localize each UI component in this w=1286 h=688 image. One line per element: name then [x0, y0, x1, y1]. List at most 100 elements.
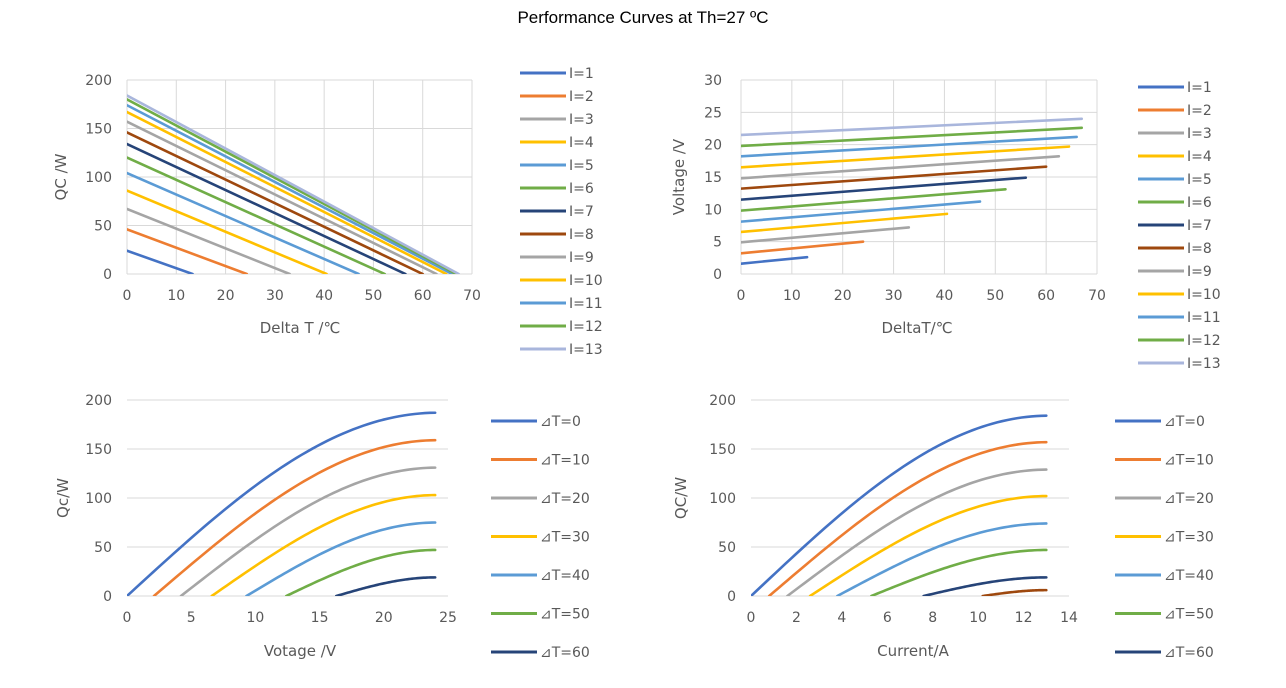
x-axis-title: Votage /V — [264, 642, 337, 660]
legend-entry: I=2 — [569, 89, 594, 105]
legend-entry: I=7 — [1187, 218, 1212, 234]
y-tick-label: 150 — [85, 442, 112, 458]
chart-qc-vs-deltat: 0 50 100 150 200 0 10 20 30 40 50 60 70 Delta T /℃ QC … — [52, 66, 603, 358]
y-tick-label: 50 — [94, 219, 112, 235]
series-line — [741, 135, 1078, 158]
x-tick-label: 0 — [123, 610, 132, 626]
x-tick-label: 70 — [463, 288, 481, 304]
y-tick-label: 30 — [704, 73, 722, 89]
y-tick-label: 0 — [103, 589, 112, 605]
y-tick-label: 150 — [709, 442, 736, 458]
series-line — [127, 171, 360, 274]
series-line — [127, 110, 448, 274]
legend-entry: ⊿T=20 — [540, 491, 590, 507]
legend-entry: I=12 — [1187, 333, 1221, 349]
series-line — [741, 117, 1084, 137]
legend-entry: I=13 — [1187, 356, 1221, 372]
x-tick-label: 10 — [246, 610, 264, 626]
y-tick-label: 0 — [103, 267, 112, 283]
legend-entry: ⊿T=30 — [1164, 530, 1214, 546]
legend-entry: I=10 — [1187, 287, 1221, 303]
legend-entry: I=3 — [1187, 126, 1212, 142]
x-tick-label: 4 — [837, 610, 846, 626]
x-tick-label: 8 — [928, 610, 937, 626]
x-tick-label: 50 — [986, 288, 1004, 304]
x-axis-title: Delta T /℃ — [260, 319, 341, 337]
chart-qc-vs-current: 0 50 100 150 200 0 2 4 6 8 10 12 14 Current/A QC/W ⊿T=0… — [672, 393, 1214, 661]
series-line — [741, 155, 1061, 180]
legend-entry: ⊿T=30 — [540, 530, 590, 546]
series-line — [245, 521, 437, 596]
series-line — [922, 576, 1048, 596]
legend-entry: ⊿T=40 — [1164, 568, 1214, 584]
y-tick-label: 25 — [704, 105, 722, 121]
series-line — [741, 240, 865, 255]
x-tick-label: 40 — [315, 288, 333, 304]
x-tick-label: 12 — [1015, 610, 1033, 626]
x-tick-label: 40 — [936, 288, 954, 304]
x-tick-label: 6 — [883, 610, 892, 626]
series-line — [741, 255, 809, 265]
series-line — [127, 103, 454, 274]
series-line — [741, 176, 1028, 201]
legend-entry: ⊿T=10 — [540, 453, 590, 469]
y-tick-label: 50 — [94, 540, 112, 556]
series-line — [741, 187, 1007, 212]
legend-entry: ⊿T=60 — [540, 645, 590, 661]
x-tick-label: 0 — [747, 610, 756, 626]
series-group — [751, 414, 1048, 596]
x-tick-label: 30 — [266, 288, 284, 304]
y-tick-label: 50 — [718, 540, 736, 556]
x-axis-title: DeltaT/℃ — [881, 319, 952, 337]
y-tick-label: 200 — [85, 393, 112, 409]
series-group — [741, 117, 1084, 265]
y-axis-title: QC /W — [52, 153, 70, 200]
y-axis-title: Voltage /V — [670, 138, 688, 215]
series-line — [179, 466, 437, 596]
legend-entry: ⊿T=0 — [1164, 414, 1205, 430]
y-tick-label: 20 — [704, 138, 722, 154]
legend-entry: I=4 — [1187, 149, 1212, 165]
legend-entry: ⊿T=40 — [540, 568, 590, 584]
legend-entry: I=7 — [569, 204, 594, 220]
series-line — [127, 120, 438, 274]
series-line — [786, 468, 1048, 596]
legend-entry: I=4 — [569, 135, 594, 151]
series-line — [334, 576, 437, 596]
legend-entry: I=5 — [1187, 172, 1212, 188]
legend-entry: I=8 — [569, 227, 594, 243]
x-tick-label: 25 — [439, 610, 457, 626]
series-line — [127, 189, 328, 274]
y-tick-label: 100 — [85, 491, 112, 507]
x-tick-label: 14 — [1060, 610, 1078, 626]
series-line — [870, 548, 1048, 596]
series-line — [127, 228, 249, 274]
legend-entry: I=1 — [569, 66, 594, 82]
legend-entry: ⊿T=0 — [540, 414, 581, 430]
y-tick-label: 0 — [713, 267, 722, 283]
series-line — [127, 411, 437, 596]
legend-entry: I=2 — [1187, 103, 1212, 119]
x-tick-label: 5 — [187, 610, 196, 626]
series-line — [741, 212, 949, 234]
x-tick-label: 0 — [123, 288, 132, 304]
series-line — [284, 548, 437, 596]
legend-entry: ⊿T=10 — [1164, 453, 1214, 469]
series-line — [741, 200, 982, 223]
x-tick-label: 10 — [783, 288, 801, 304]
legend-entry: I=12 — [569, 319, 603, 335]
series-line — [741, 226, 911, 244]
series-line — [127, 94, 460, 274]
legend-entry: ⊿T=50 — [540, 607, 590, 623]
y-axis-title: Qc/W — [54, 478, 72, 518]
y-tick-label: 100 — [85, 170, 112, 186]
y-tick-label: 200 — [709, 393, 736, 409]
legend-entry: I=9 — [569, 250, 594, 266]
legend-entry: I=3 — [569, 112, 594, 128]
series-line — [751, 414, 1048, 596]
y-axis-title: QC/W — [672, 477, 690, 519]
x-tick-label: 20 — [834, 288, 852, 304]
series-group — [127, 411, 437, 596]
series-line — [127, 156, 387, 274]
